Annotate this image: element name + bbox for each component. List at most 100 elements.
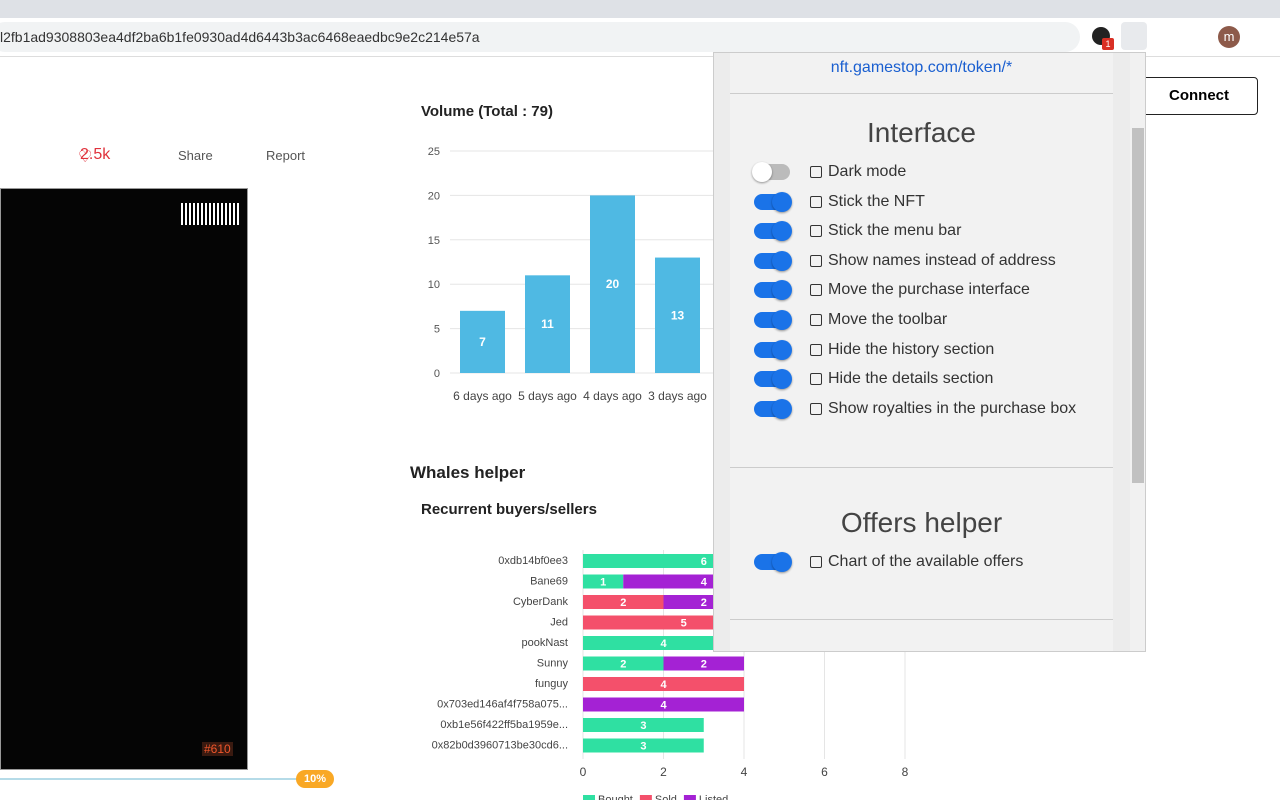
option: Show names instead of address (754, 249, 1056, 273)
option-label: Stick the menu bar (828, 222, 962, 240)
report[interactable]: Report (266, 148, 306, 163)
extension-popup: nft.gamestop.com/token/* Interface Dark … (713, 52, 1146, 652)
option-label: Chart of the available offers (828, 553, 1024, 570)
icon (810, 225, 822, 238)
scroll-thumb[interactable] (1132, 128, 1144, 483)
option-label: Show royalties in the purchase box (828, 399, 1077, 417)
toggle-knob (772, 221, 792, 242)
x-tick-label: 0 (580, 765, 587, 779)
toggle-knob (772, 280, 792, 301)
section-title: Interface (867, 117, 976, 148)
legend-label: Sold (655, 794, 677, 800)
y-tick-label: Bane69 (530, 576, 568, 588)
url: l2fb1ad9308803ea4df2ba6b1fe0930ad4d6443b… (0, 29, 480, 45)
option: Dark mode (752, 160, 907, 184)
badge: 1 (1102, 38, 1114, 50)
y-tick-label: 25 (428, 146, 440, 158)
bar-segment (583, 718, 704, 732)
option-label: Hide the history section (828, 340, 995, 358)
y-tick-label: pookNast (522, 637, 568, 649)
y-tick-label: 20 (428, 190, 440, 202)
y-tick-label: 0xb1e56f422ff5ba1959e... (440, 719, 568, 731)
icon (810, 402, 822, 415)
omnibox[interactable] (0, 22, 1080, 52)
data-label: 7 (479, 335, 486, 349)
data-label: 20 (606, 277, 620, 291)
x-tick-label: 4 days ago (583, 389, 642, 403)
heart: ♡ (78, 149, 93, 166)
data-label: 2 (620, 659, 626, 671)
likes[interactable]: 2.5k (80, 146, 111, 163)
chart-title: Volume (Total : 79) (421, 103, 553, 120)
option: Stick the NFT (754, 190, 925, 214)
x-tick-label: 6 (821, 765, 828, 779)
toggle[interactable] (754, 552, 792, 572)
toggle-knob (772, 191, 792, 212)
toggle-knob (772, 552, 792, 572)
legend-label: Bought (598, 794, 633, 800)
bar-segment (583, 697, 744, 712)
panel (730, 53, 1113, 651)
data-label: 4 (701, 577, 708, 589)
icon (810, 314, 822, 326)
data-label: 11 (541, 317, 554, 331)
legend-swatch (583, 795, 595, 800)
toolbar: l2fb1ad9308803ea4df2ba6b1fe0930ad4d6443b… (0, 18, 1280, 57)
toggle[interactable] (754, 280, 792, 301)
option: Move the toolbar (754, 308, 947, 332)
bar-segment (583, 738, 704, 753)
toggle[interactable] (754, 369, 792, 390)
x-tick-label: 2 (660, 765, 667, 779)
section-title: Offers helper (840, 507, 1003, 538)
bar (525, 275, 570, 373)
progress (0, 778, 320, 780)
toggle-knob (772, 310, 792, 330)
toggle[interactable] (754, 398, 792, 419)
y-tick-label: Sunny (537, 658, 569, 670)
option: Move the purchase interface (754, 278, 1030, 302)
x-tick-label: 4 (741, 765, 748, 779)
y-tick-label: 15 (428, 235, 440, 247)
option: Hide the details section (754, 367, 993, 391)
option: Hide the history section (754, 338, 994, 362)
data-label: 4 (660, 638, 667, 650)
y-tick-label: funguy (535, 678, 569, 690)
option-label: Hide the details section (828, 370, 994, 388)
toggle-knob (752, 162, 772, 182)
data-label: 6 (701, 556, 707, 568)
active-extension[interactable] (1121, 22, 1147, 50)
scrollbar[interactable] (1130, 53, 1145, 651)
toggle-knob (772, 398, 792, 419)
toggle[interactable] (754, 221, 792, 242)
option-label: Dark mode (828, 163, 907, 180)
y-tick-label: Jed (550, 617, 568, 629)
toggle[interactable] (754, 310, 792, 330)
y-tick-label: 0xdb14bf0ee3 (498, 555, 568, 567)
toggle[interactable] (752, 162, 790, 182)
toggle[interactable] (754, 250, 792, 271)
divider (730, 467, 1113, 468)
tab-strip (0, 0, 1280, 18)
icon (810, 343, 822, 356)
bar-segment (583, 595, 664, 609)
data-label: 2 (620, 597, 626, 609)
legend-swatch (683, 795, 696, 800)
option: Chart of the available offers (754, 550, 1023, 574)
data-label: 3 (640, 741, 646, 753)
toggle-knob (772, 250, 792, 271)
profile[interactable]: m (1218, 26, 1240, 48)
barcode (181, 203, 239, 225)
divider (730, 619, 1113, 620)
option-label: Move the toolbar (828, 311, 948, 328)
section-title: Whales helper (410, 463, 526, 482)
share[interactable]: Share (178, 148, 213, 163)
icon (810, 373, 822, 386)
toggle[interactable] (754, 191, 792, 212)
data-label: 2 (701, 597, 707, 609)
toggle[interactable] (754, 339, 792, 360)
bar-segment (583, 677, 744, 691)
toggle-knob (772, 339, 792, 360)
icon (810, 556, 822, 568)
bar-segment (583, 574, 624, 589)
